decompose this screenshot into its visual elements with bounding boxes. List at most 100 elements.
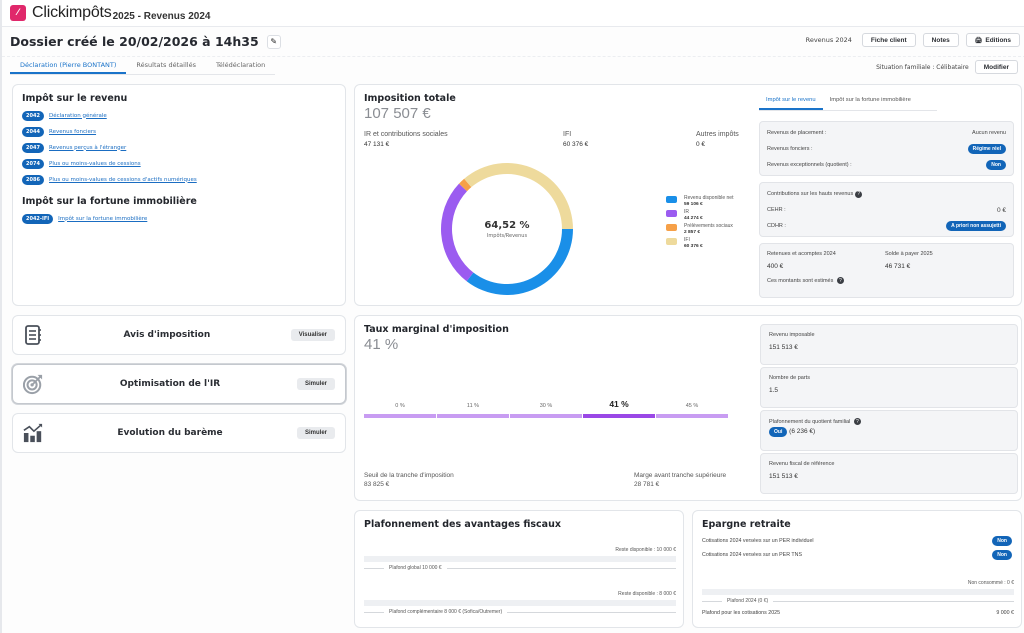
target-icon — [23, 374, 43, 395]
declaration-link[interactable]: Plus ou moins-values de cessions d'actif… — [49, 176, 197, 183]
plafond-epargne: Non consommé : 0 € Plafond 2024 (0 €) Pl… — [702, 580, 1014, 620]
row-value: 0 € — [996, 206, 1006, 214]
legend-value: 2 857 € — [684, 230, 701, 235]
logo-icon: ⁄ — [10, 5, 26, 21]
epargne-row: Cotisations 2024 versées sur un PER indi… — [702, 534, 1012, 548]
stat-value: 47 131 € — [364, 141, 390, 148]
legend-swatch — [666, 210, 677, 217]
seuil-tranche: Seuil de la tranche d'imposition 83 825 … — [364, 471, 454, 489]
legend-value: 60 376 € — [684, 244, 703, 249]
retenues-labels: Retenues et acomptes 2024 Solde à payer … — [767, 251, 1006, 257]
declaration-item[interactable]: 2042-IFI Impôt sur la fortune immobilièr… — [22, 213, 336, 224]
edit-title-button[interactable]: ✎ — [266, 34, 281, 49]
row-value: 9 000 € — [996, 610, 1014, 616]
plafonnement-label: Plafonnement du quotient familial — [769, 418, 851, 425]
seuil-value: 83 825 € — [364, 481, 390, 488]
notes-button[interactable]: Notes — [922, 33, 959, 47]
tab-teledeclaration[interactable]: Télédéclaration — [215, 61, 266, 69]
declaration-item[interactable]: 2086 Plus ou moins-values de cessions d'… — [22, 174, 336, 185]
avis-imposition-card: Avis d'imposition Visualiser — [12, 315, 346, 355]
help-icon[interactable]: ? — [853, 418, 861, 425]
legend-item: Prélèvements sociaux 2 857 € — [666, 223, 733, 235]
declaration-link[interactable]: Impôt sur la fortune immobilière — [58, 215, 148, 222]
ir-section-title: Impôt sur le revenu — [22, 93, 128, 104]
editions-button[interactable]: 🖨 Editions — [965, 33, 1020, 47]
legend-name: IR — [684, 209, 689, 215]
divider — [507, 611, 676, 613]
form-code-badge: 2047 — [22, 142, 44, 153]
tranche-bar-active — [583, 414, 655, 418]
plafond-label: Plafond 2024 (0 €) — [727, 598, 769, 604]
row-label: Plafond pour les cotisations 2025 — [702, 610, 781, 616]
oui-pill[interactable]: Oui — [769, 427, 788, 437]
declaration-item[interactable]: 2044 Revenus fonciers — [22, 126, 336, 137]
donut-slice-revenu-disponible-net[interactable] — [466, 229, 573, 295]
legend-item: IFI 60 376 € — [666, 237, 733, 249]
non-pill[interactable]: Non — [986, 160, 1006, 170]
modifier-button[interactable]: Modifier — [974, 60, 1018, 74]
panel-row: Revenus de placement : Aucun revenu — [760, 125, 1013, 141]
stat-ifi: IFI 60 376 € — [563, 130, 588, 150]
taux-marginal-card: Taux marginal d'imposition 41 % 0 % 11 %… — [354, 315, 1022, 501]
simuler-bareme-button[interactable]: Simuler — [296, 427, 335, 439]
situation-familiale: Situation familiale : Célibataire Modifi… — [876, 60, 1018, 74]
info-value: Oui (6 236 €) — [769, 427, 1009, 437]
legend-swatch — [666, 238, 677, 245]
form-code-badge: 2074 — [22, 158, 44, 169]
donut-center-value: 64,52 % — [484, 219, 530, 231]
tranche-bar — [510, 414, 582, 418]
declaration-item[interactable]: 2074 Plus ou moins-values de cessions — [22, 158, 336, 169]
legend-name: IFI — [684, 237, 690, 243]
declaration-item[interactable]: 2047 Revenus perçus à l'étranger — [22, 142, 336, 153]
tranche-41: 41 % — [583, 397, 655, 418]
declaration-item[interactable]: 2042 Déclaration générale — [22, 110, 336, 121]
declarations-card: Impôt sur le revenu 2042 Déclaration gén… — [12, 84, 346, 306]
legend-swatch — [666, 224, 677, 231]
donut-chart: 64,52 % Impôts/Revenus — [439, 161, 575, 297]
tranche-30: 30 % — [510, 397, 582, 418]
row-label: Revenus exceptionnels (quotient) : — [767, 162, 852, 168]
ifi-declaration-list: 2042-IFI Impôt sur la fortune immobilièr… — [22, 213, 336, 224]
situation-label: Situation familiale : Célibataire — [876, 63, 969, 71]
tab-impot-revenu[interactable]: Impôt sur le revenu — [759, 93, 823, 110]
help-icon[interactable]: ? — [855, 190, 863, 198]
non-assujetti-pill[interactable]: A priori non assujetti — [946, 221, 1006, 231]
row-label: Revenus fonciers : — [767, 146, 813, 152]
donut-slice-ifi[interactable] — [464, 163, 573, 229]
chart-growth-icon — [23, 423, 43, 443]
info-label: Revenu fiscal de référence — [769, 461, 835, 467]
seuil-label: Seuil de la tranche d'imposition — [364, 472, 454, 479]
action-title: Optimisation de l'IR — [119, 379, 221, 389]
tab-declaration[interactable]: Déclaration (Pierre BONTANT) — [10, 58, 127, 74]
tab-resultats[interactable]: Résultats détaillés — [136, 61, 196, 69]
regime-reel-pill[interactable]: Régime réel — [967, 144, 1006, 154]
stat-value: 60 376 € — [563, 141, 589, 148]
help-icon[interactable]: ? — [836, 277, 844, 284]
tab-impot-fortune[interactable]: Impôt sur la fortune immobilière — [829, 97, 911, 103]
panel-title-row: Contributions sur les hauts revenus ? — [760, 186, 1013, 202]
plafonnement-qf-box: Plafonnement du quotient familial ? Oui … — [760, 410, 1018, 451]
tranche-bar — [656, 414, 728, 418]
declaration-link[interactable]: Déclaration générale — [49, 112, 107, 119]
info-value: 1.5 — [769, 387, 779, 394]
declaration-link[interactable]: Revenus fonciers — [49, 128, 97, 135]
declaration-link[interactable]: Revenus perçus à l'étranger — [49, 144, 127, 151]
evolution-bareme-card: Evolution du barème Simuler — [12, 413, 346, 453]
note-text: Ces montants sont estimés — [767, 277, 834, 284]
retenues-label: Retenues et acomptes 2024 — [767, 251, 836, 257]
simuler-optimisation-button[interactable]: Simuler — [296, 378, 335, 390]
stat-label: IR et contributions sociales — [364, 131, 448, 138]
legend-item: IR 44 274 € — [666, 209, 733, 221]
epargne-row: Cotisations 2024 versées sur un PER TNS … — [702, 548, 1012, 562]
info-value: 151 513 € — [769, 344, 798, 351]
donut-slice-pr-l-vements-sociaux[interactable] — [459, 178, 472, 192]
fiche-client-button[interactable]: Fiche client — [861, 33, 916, 47]
per-tns-pill[interactable]: Non — [992, 550, 1012, 560]
per-individuel-pill[interactable]: Non — [992, 536, 1012, 546]
declaration-link[interactable]: Plus ou moins-values de cessions — [49, 160, 141, 167]
nombre-parts-box: Nombre de parts 1.5 — [760, 367, 1018, 408]
plafond-complementaire: Reste disponible : 8 000 € Plafond compl… — [364, 591, 676, 615]
visualiser-button[interactable]: Visualiser — [290, 329, 335, 341]
tranche-label-active: 41 % — [609, 399, 629, 409]
donut-slice-ir[interactable] — [441, 183, 474, 282]
